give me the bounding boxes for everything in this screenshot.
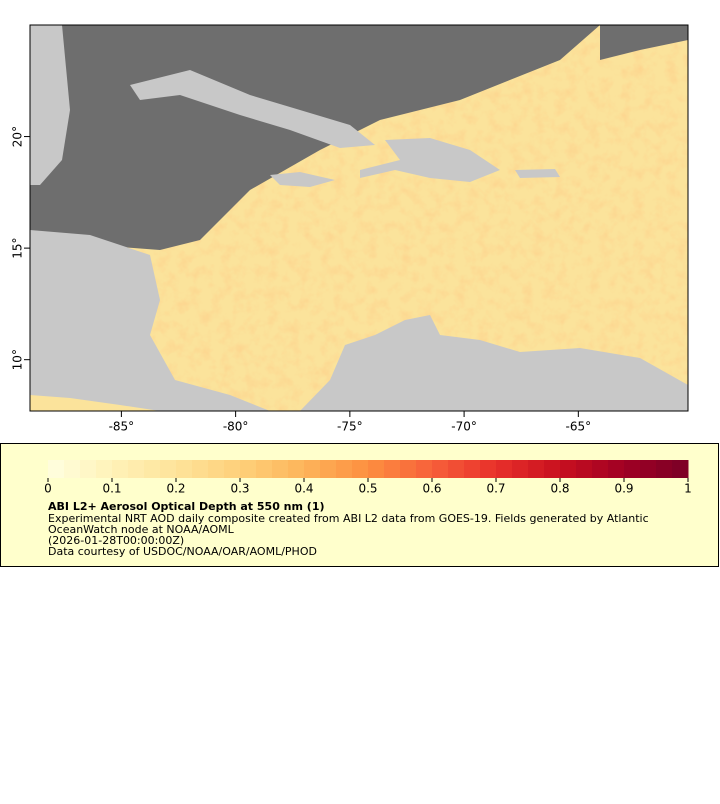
- colorbar: 0 0.1 0.2 0.3 0.4 0.5 0.6 0.7 0.8 0.9 1: [44, 460, 692, 496]
- colorbar-tick-label: 0.9: [614, 482, 633, 496]
- colorbar-tick-label: 0.5: [358, 482, 377, 496]
- colorbar-bin: [256, 460, 273, 478]
- colorbar-bin: [192, 460, 209, 478]
- colorbar-bin: [208, 460, 225, 478]
- colorbar-bin: [544, 460, 561, 478]
- colorbar-bin: [512, 460, 529, 478]
- colorbar-bin: [48, 460, 65, 478]
- colorbar-bin: [480, 460, 497, 478]
- colorbar-bin: [448, 460, 465, 478]
- map-area: [30, 25, 688, 411]
- colorbar-bin: [576, 460, 593, 478]
- colorbar-bin: [464, 460, 481, 478]
- x-tick-label: -70°: [451, 420, 477, 434]
- no-data: [600, 25, 688, 60]
- colorbar-bin: [560, 460, 577, 478]
- colorbar-bin: [528, 460, 545, 478]
- colorbar-tick-label: 0.8: [550, 482, 569, 496]
- land: [30, 25, 70, 185]
- colorbar-bin: [240, 460, 257, 478]
- colorbar-bin: [176, 460, 193, 478]
- colorbar-bin: [144, 460, 161, 478]
- legend-line: OceanWatch node at NOAA/AOML: [48, 523, 235, 536]
- colorbar-bin: [128, 460, 145, 478]
- colorbar-bin: [224, 460, 241, 478]
- aerosol-field: [30, 395, 160, 411]
- colorbar-bin: [320, 460, 337, 478]
- map-frame: [29, 24, 689, 412]
- land-puerto-rico: [515, 169, 560, 178]
- land-cuba: [130, 70, 375, 148]
- colorbar-bin: [496, 460, 513, 478]
- colorbar-bin: [416, 460, 433, 478]
- colorbar-tick-label: 0.2: [166, 482, 185, 496]
- x-tick-label: -85°: [109, 420, 135, 434]
- colorbar-bin: [272, 460, 289, 478]
- x-tick-label: -75°: [337, 420, 363, 434]
- colorbar-bin: [288, 460, 305, 478]
- x-tick-label: -80°: [223, 420, 249, 434]
- colorbar-bin: [96, 460, 113, 478]
- colorbar-bin: [624, 460, 641, 478]
- colorbar-bin: [112, 460, 129, 478]
- axes: -85° -80° -75° -70° -65° 10° 15° 20°: [11, 126, 592, 434]
- legend-line: Data courtesy of USDOC/NOAA/OAR/AOML/PHO…: [48, 545, 317, 558]
- colorbar-bin: [656, 460, 673, 478]
- land-central-america: [30, 230, 270, 411]
- x-tick-label: -65°: [566, 420, 592, 434]
- land-south-america: [300, 315, 688, 411]
- legend-line: (2026-01-28T00:00:00Z): [48, 534, 184, 547]
- colorbar-bin: [608, 460, 625, 478]
- colorbar-tick-label: 0: [44, 482, 52, 496]
- colorbar-bin: [336, 460, 353, 478]
- colorbar-bin: [352, 460, 369, 478]
- land-hispaniola: [360, 138, 500, 182]
- colorbar-bin: [672, 460, 689, 478]
- colorbar-tick-label: 0.7: [486, 482, 505, 496]
- legend-title: ABI L2+ Aerosol Optical Depth at 550 nm …: [48, 500, 325, 513]
- colorbar-bin: [400, 460, 417, 478]
- colorbar-bin: [64, 460, 81, 478]
- colorbar-bin: [640, 460, 657, 478]
- colorbar-bin: [160, 460, 177, 478]
- y-tick-label: 15°: [11, 237, 25, 258]
- y-tick-label: 10°: [11, 349, 25, 370]
- colorbar-tick-label: 1: [684, 482, 692, 496]
- colorbar-bin: [432, 460, 449, 478]
- legend-line: Experimental NRT AOD daily composite cre…: [48, 512, 649, 525]
- colorbar-tick-label: 0.3: [230, 482, 249, 496]
- colorbar-tick-label: 0.4: [294, 482, 313, 496]
- colorbar-bin: [384, 460, 401, 478]
- colorbar-bin: [304, 460, 321, 478]
- colorbar-bin: [592, 460, 609, 478]
- colorbar-tick-label: 0.1: [102, 482, 121, 496]
- y-tick-label: 20°: [11, 126, 25, 147]
- colorbar-bin: [368, 460, 385, 478]
- colorbar-tick-label: 0.6: [422, 482, 441, 496]
- colorbar-bin: [80, 460, 97, 478]
- land-jamaica: [270, 172, 335, 187]
